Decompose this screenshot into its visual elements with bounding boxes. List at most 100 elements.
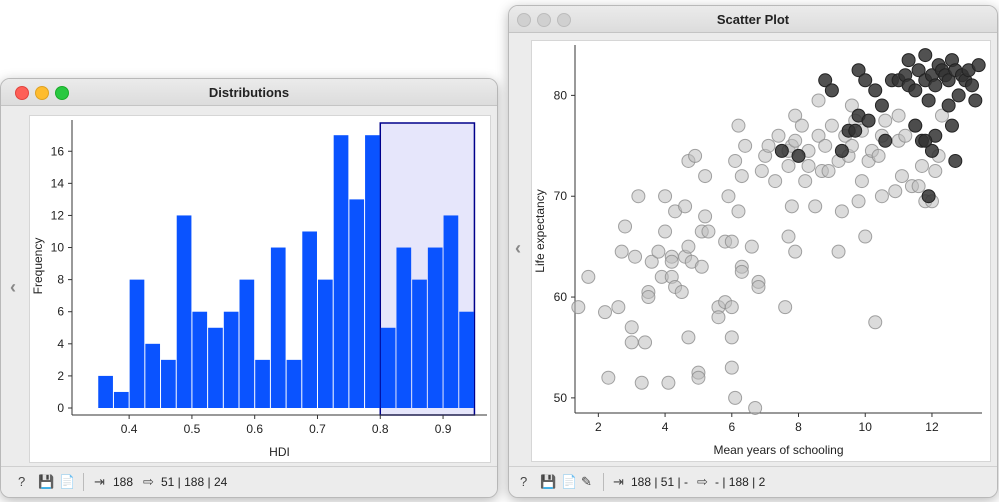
histogram-bar xyxy=(459,311,474,408)
save-icon[interactable]: 💾 xyxy=(540,474,557,489)
histogram-canvas[interactable]: 0 2 4 6 8 10 12 14 16 0.4 0.5 0.6 0.7 0.8 0.9 HDI Freque… xyxy=(29,115,491,463)
scatter-canvas[interactable]: 50 60 70 80 2 4 6 8 10 12 Mean years of schooling L… xyxy=(531,40,991,462)
selected-scatter-point xyxy=(918,133,933,148)
scatter-point xyxy=(788,108,803,123)
y-tick-label: 14 xyxy=(51,176,65,190)
distributions-title: Distributions xyxy=(208,85,290,100)
histogram-chart[interactable]: 0 2 4 6 8 10 12 14 16 0.4 0.5 0.6 0.7 0.8 0.9 HDI Freque… xyxy=(30,116,490,462)
scatter-point xyxy=(664,254,679,269)
scatter-point xyxy=(821,164,836,179)
selected-scatter-point xyxy=(908,83,923,98)
scatter-point xyxy=(831,244,846,259)
minimize-window-button[interactable] xyxy=(537,13,551,27)
scatter-point xyxy=(761,138,776,153)
selected-scatter-point xyxy=(791,148,806,163)
scatter-point xyxy=(711,310,726,325)
close-window-button[interactable] xyxy=(15,86,29,100)
scatter-point xyxy=(724,360,739,375)
maximize-window-button[interactable] xyxy=(55,86,69,100)
chevron-left-icon[interactable]: ‹ xyxy=(515,238,521,258)
help-icon[interactable]: ? xyxy=(18,474,26,489)
scatter-point xyxy=(751,279,766,294)
minimize-window-button[interactable] xyxy=(35,86,49,100)
scatter-point xyxy=(754,164,769,179)
histogram-bar xyxy=(380,327,396,408)
y-tick-label: 60 xyxy=(554,290,568,304)
scatter-point xyxy=(674,285,689,300)
histogram-bar xyxy=(255,359,270,408)
scatter-point xyxy=(691,370,706,385)
close-window-button[interactable] xyxy=(517,13,531,27)
x-tick-label: 0.9 xyxy=(435,422,452,436)
report-icon[interactable]: 📄 xyxy=(59,474,76,489)
chevron-left-icon[interactable]: ‹ xyxy=(10,277,16,297)
scatter-point xyxy=(624,335,639,350)
scatter-chart[interactable]: 50 60 70 80 2 4 6 8 10 12 Mean years of schooling L… xyxy=(532,41,990,461)
scatter-point xyxy=(871,148,886,163)
output-icon: ⇨ xyxy=(697,474,708,489)
selected-scatter-point xyxy=(941,73,956,88)
scatter-point xyxy=(634,375,649,390)
y-tick-label: 70 xyxy=(554,189,568,203)
selected-scatter-point xyxy=(911,63,926,78)
scatter-point xyxy=(851,194,866,209)
scatter-point xyxy=(681,330,696,345)
input-counts: 188 | 51 | - xyxy=(631,475,688,489)
scatter-point xyxy=(891,108,906,123)
histogram-bar xyxy=(113,391,129,408)
scatter-point xyxy=(581,269,596,284)
histogram-bar xyxy=(427,247,443,408)
scatter-point xyxy=(781,229,796,244)
report-icon[interactable]: 📄 xyxy=(561,474,578,489)
output-icon: ⇨ xyxy=(143,474,154,489)
y-tick-label: 8 xyxy=(57,273,64,287)
selected-scatter-point xyxy=(848,123,863,138)
scatter-point xyxy=(658,224,673,239)
histogram-bar xyxy=(270,247,286,408)
scatter-titlebar[interactable]: Scatter Plot xyxy=(509,6,997,33)
scatter-point xyxy=(788,244,803,259)
scatter-point xyxy=(854,174,869,189)
scatter-point xyxy=(811,128,826,143)
scatter-point xyxy=(641,290,656,305)
scatter-point xyxy=(644,254,659,269)
scatter-point xyxy=(701,224,716,239)
scatter-point xyxy=(898,128,913,143)
scatter-point xyxy=(571,300,586,315)
y-tick-label: 16 xyxy=(51,144,65,158)
scatter-point xyxy=(678,199,693,214)
histogram-bar xyxy=(176,215,192,408)
scatter-point xyxy=(868,315,883,330)
x-tick-label: 10 xyxy=(859,420,873,434)
help-icon[interactable]: ? xyxy=(520,474,528,489)
distributions-titlebar[interactable]: Distributions xyxy=(1,79,497,106)
y-tick-label: 6 xyxy=(57,305,64,319)
histogram-bar xyxy=(161,359,176,408)
maximize-window-button[interactable] xyxy=(557,13,571,27)
selected-scatter-point xyxy=(868,83,883,98)
x-tick-label: 0.8 xyxy=(372,422,389,436)
y-axis-label: Life expectancy xyxy=(533,189,547,272)
output-counts: - | 188 | 2 xyxy=(715,475,766,489)
selected-scatter-point xyxy=(948,153,963,168)
scatter-point xyxy=(728,153,743,168)
scatter-point xyxy=(681,239,696,254)
histogram-bar xyxy=(349,199,365,408)
x-tick-label: 0.4 xyxy=(121,422,138,436)
histogram-bar xyxy=(317,279,333,408)
scatter-point xyxy=(878,113,893,128)
save-icon[interactable]: 💾 xyxy=(38,474,55,489)
selected-scatter-point xyxy=(971,58,986,73)
scatter-point xyxy=(728,390,743,405)
scatter-point xyxy=(721,189,736,204)
scatter-point xyxy=(888,184,903,199)
brush-icon[interactable]: ✎ xyxy=(581,474,592,489)
selected-scatter-point xyxy=(951,88,966,103)
y-tick-label: 2 xyxy=(57,369,64,383)
scatter-point xyxy=(844,98,859,113)
scatter-point xyxy=(811,93,826,108)
selected-scatter-point xyxy=(874,98,889,113)
histogram-bar xyxy=(396,247,412,408)
scatter-point xyxy=(788,133,803,148)
status-divider xyxy=(83,473,84,491)
